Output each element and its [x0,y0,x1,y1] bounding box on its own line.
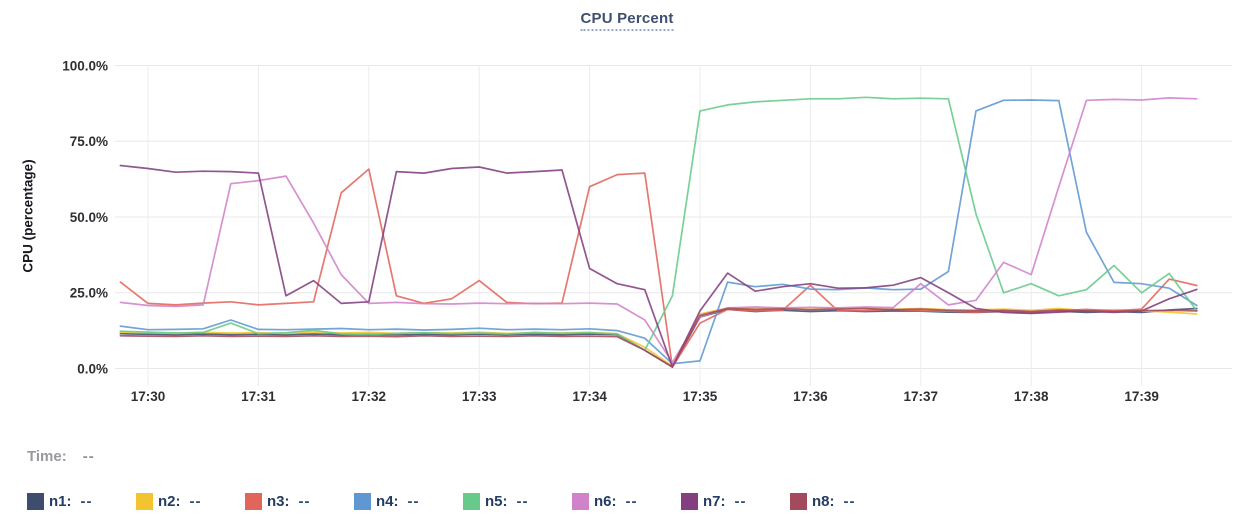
legend-swatch-n1 [27,493,44,510]
legend-value-n7: -- [734,493,747,510]
series-line-n6 [119,97,1198,364]
time-label: Time: [27,448,67,465]
y-tick-label: 0.0% [77,361,108,376]
legend-item-n3[interactable]: n3: -- [245,493,333,510]
series-line-n4 [119,99,1198,365]
chart-canvas[interactable]: 0.0% 25.0% 50.0% 75.0% 100.0% 17:30 17:31 17:32… [0,38,1254,410]
legend-value-n2: -- [189,493,202,510]
x-tick-label: 17:37 [904,389,939,404]
legend-value-n4: -- [407,493,420,510]
legend-label-n1: n1: [49,493,72,510]
series-line-n5 [119,96,1198,352]
x-tick-label: 17:33 [462,389,497,404]
legend-item-n6[interactable]: n6: -- [572,493,660,510]
legend-time-row: Time: -- [27,448,95,465]
legend-swatch-n7 [681,493,698,510]
legend-item-n1[interactable]: n1: -- [27,493,115,510]
series-line-n8 [119,307,1198,368]
series-line-n2 [119,307,1198,367]
legend-value-n3: -- [298,493,311,510]
legend-swatch-n5 [463,493,480,510]
legend-item-n2[interactable]: n2: -- [136,493,224,510]
legend-series-row: n1: -- n2: -- n3: -- n4: -- n5: -- n6: -- n7: -- n8: -- [27,493,899,510]
legend-item-n4[interactable]: n4: -- [354,493,442,510]
legend-swatch-n4 [354,493,371,510]
x-tick-label: 17:32 [352,389,387,404]
legend-item-n5[interactable]: n5: -- [463,493,551,510]
x-tick-label: 17:39 [1124,389,1159,404]
legend-value-n1: -- [80,493,93,510]
legend-swatch-n2 [136,493,153,510]
legend-label-n5: n5: [485,493,508,510]
legend-value-n6: -- [625,493,638,510]
legend-swatch-n8 [790,493,807,510]
time-value: -- [82,448,95,465]
x-tick-label: 17:34 [572,389,607,404]
legend-label-n6: n6: [594,493,617,510]
y-tick-label: 25.0% [70,286,108,301]
legend-label-n7: n7: [703,493,726,510]
x-tick-label: 17:38 [1014,389,1049,404]
legend-label-n4: n4: [376,493,399,510]
legend-item-n7[interactable]: n7: -- [681,493,769,510]
y-tick-label: 100.0% [62,58,108,73]
x-tick-label: 17:35 [683,389,718,404]
legend-swatch-n6 [572,493,589,510]
chart-title[interactable]: CPU Percent [580,10,674,31]
legend-label-n3: n3: [267,493,290,510]
y-tick-label: 50.0% [70,210,108,225]
legend-swatch-n3 [245,493,262,510]
legend-item-n8[interactable]: n8: -- [790,493,878,510]
series-line-n3 [119,168,1198,368]
legend-value-n8: -- [843,493,856,510]
x-tick-label: 17:30 [131,389,166,404]
y-tick-label: 75.0% [70,134,108,149]
series-line-n7 [119,164,1198,368]
legend-label-n8: n8: [812,493,835,510]
legend-value-n5: -- [516,493,529,510]
x-tick-label: 17:31 [241,389,276,404]
legend-label-n2: n2: [158,493,181,510]
x-tick-label: 17:36 [793,389,828,404]
